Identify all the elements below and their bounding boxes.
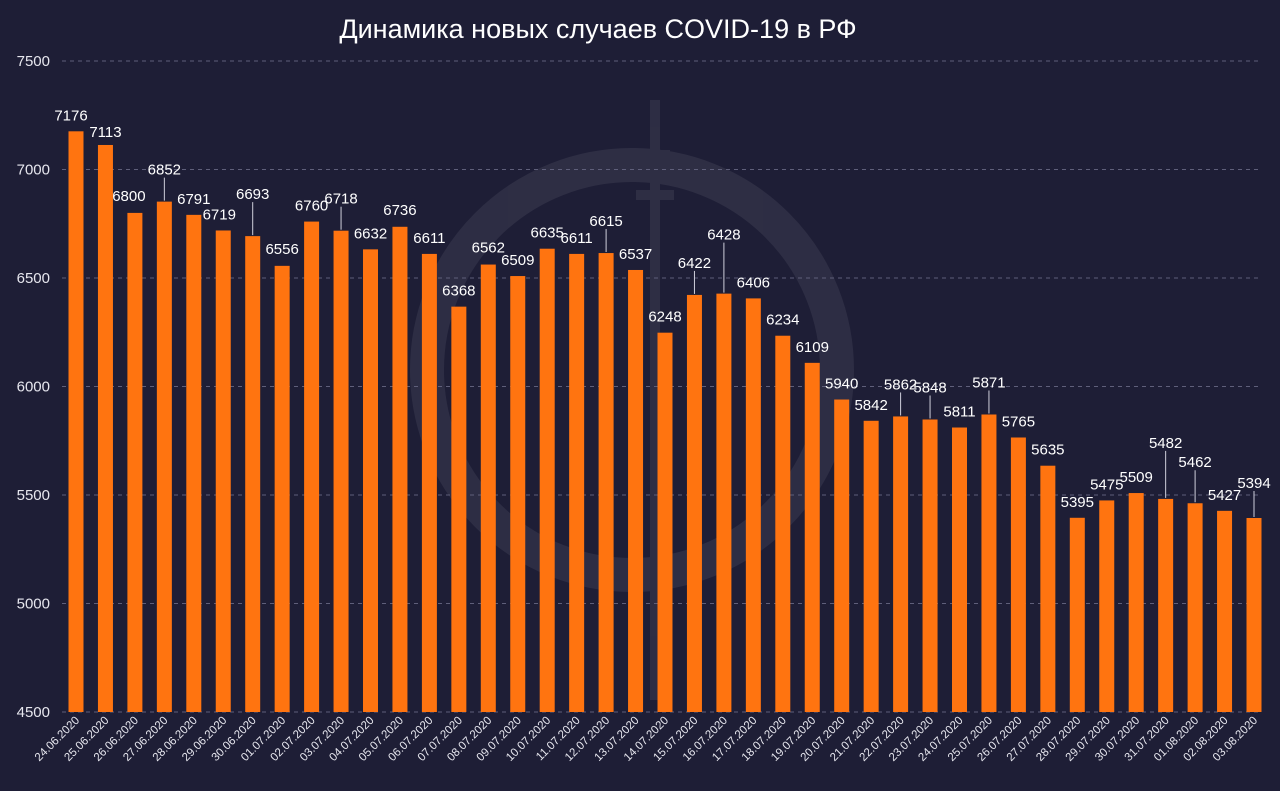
data-label: 5394 bbox=[1237, 475, 1270, 492]
gridlines bbox=[62, 60, 1262, 713]
data-label: 6248 bbox=[648, 309, 681, 326]
data-label: 6800 bbox=[112, 188, 145, 205]
data-label: 6562 bbox=[472, 240, 505, 257]
bar bbox=[186, 214, 202, 712]
data-label: 6615 bbox=[589, 213, 622, 230]
data-label: 6693 bbox=[236, 186, 269, 203]
data-label: 5427 bbox=[1208, 487, 1241, 504]
data-label: 6537 bbox=[619, 246, 652, 263]
data-label: 5848 bbox=[913, 379, 946, 396]
data-label: 5871 bbox=[972, 374, 1005, 391]
bar bbox=[510, 276, 526, 712]
bar bbox=[804, 362, 820, 712]
data-label: 6791 bbox=[177, 191, 210, 208]
bar bbox=[97, 144, 113, 712]
bar bbox=[893, 416, 909, 712]
data-label: 6852 bbox=[148, 162, 181, 179]
bar bbox=[1099, 500, 1115, 712]
data-label: 5475 bbox=[1090, 476, 1123, 493]
bar bbox=[1128, 493, 1144, 712]
data-label: 6718 bbox=[324, 191, 357, 208]
bar bbox=[863, 420, 879, 712]
data-label: 6632 bbox=[354, 225, 387, 242]
bar bbox=[392, 226, 408, 712]
data-label: 6509 bbox=[501, 252, 534, 269]
y-tick-label: 7500 bbox=[17, 53, 50, 70]
data-label: 6422 bbox=[678, 255, 711, 272]
y-axis: 4500 5000 5500 6000 6500 7000 7500 bbox=[17, 53, 50, 721]
data-label: 7176 bbox=[54, 107, 87, 124]
bar bbox=[451, 306, 467, 712]
bar bbox=[333, 230, 349, 712]
data-label: 6719 bbox=[203, 206, 236, 223]
bar bbox=[245, 236, 261, 712]
bar bbox=[1187, 503, 1203, 712]
bar bbox=[1069, 517, 1085, 712]
y-tick-label: 4500 bbox=[17, 704, 50, 721]
data-label: 6611 bbox=[413, 230, 445, 247]
data-label: 5940 bbox=[825, 376, 858, 393]
bar bbox=[1040, 465, 1056, 712]
data-label: 6736 bbox=[383, 202, 416, 219]
data-label: 5842 bbox=[854, 397, 887, 414]
data-label: 5395 bbox=[1061, 494, 1094, 511]
bar bbox=[745, 298, 761, 712]
chart-title: Динамика новых случаев COVID-19 в РФ bbox=[339, 14, 856, 44]
bars bbox=[68, 131, 1262, 713]
bar bbox=[981, 414, 997, 712]
data-label: 5482 bbox=[1149, 435, 1182, 452]
bar bbox=[1217, 510, 1233, 712]
bar bbox=[215, 230, 231, 713]
data-label: 5509 bbox=[1120, 469, 1153, 486]
bar bbox=[716, 293, 732, 712]
bar bbox=[363, 249, 378, 712]
data-label: 7113 bbox=[89, 124, 121, 141]
bar bbox=[686, 294, 702, 712]
data-label: 5462 bbox=[1178, 454, 1211, 471]
bar bbox=[274, 265, 290, 712]
data-label: 5811 bbox=[943, 404, 975, 421]
y-tick-label: 7000 bbox=[17, 162, 50, 179]
bar bbox=[1158, 498, 1174, 712]
x-axis: 24.06.202025.06.202026.06.202027.06.2020… bbox=[33, 715, 1260, 764]
data-label: 6611 bbox=[561, 230, 593, 247]
bar bbox=[952, 427, 967, 712]
bar bbox=[480, 264, 496, 712]
data-label: 5862 bbox=[884, 376, 917, 393]
data-label: 6635 bbox=[531, 225, 564, 242]
data-label: 5635 bbox=[1031, 442, 1064, 459]
bar bbox=[1010, 437, 1026, 712]
data-label: 6234 bbox=[766, 312, 799, 329]
data-label: 6556 bbox=[265, 241, 298, 258]
bar bbox=[68, 131, 84, 713]
data-label: 6406 bbox=[737, 274, 770, 291]
y-tick-label: 5500 bbox=[17, 487, 50, 504]
bar bbox=[156, 201, 172, 712]
bar bbox=[834, 399, 850, 712]
data-label: 5765 bbox=[1002, 413, 1035, 430]
bar bbox=[421, 253, 437, 712]
bar bbox=[922, 419, 938, 712]
bar bbox=[657, 332, 673, 712]
data-label: 6368 bbox=[442, 283, 475, 300]
data-label: 6760 bbox=[295, 198, 328, 215]
bar bbox=[127, 212, 143, 712]
bar bbox=[598, 253, 614, 713]
data-label: 6109 bbox=[796, 339, 829, 356]
bar bbox=[775, 335, 791, 712]
bar bbox=[628, 269, 644, 712]
y-tick-label: 5000 bbox=[17, 596, 50, 613]
bar bbox=[304, 221, 320, 712]
label-leaders bbox=[163, 177, 1255, 518]
y-tick-label: 6000 bbox=[17, 379, 50, 396]
bar bbox=[569, 253, 585, 712]
bar bbox=[1246, 518, 1262, 712]
y-tick-label: 6500 bbox=[17, 270, 50, 287]
bar bbox=[539, 248, 555, 712]
data-label: 6428 bbox=[707, 227, 740, 244]
